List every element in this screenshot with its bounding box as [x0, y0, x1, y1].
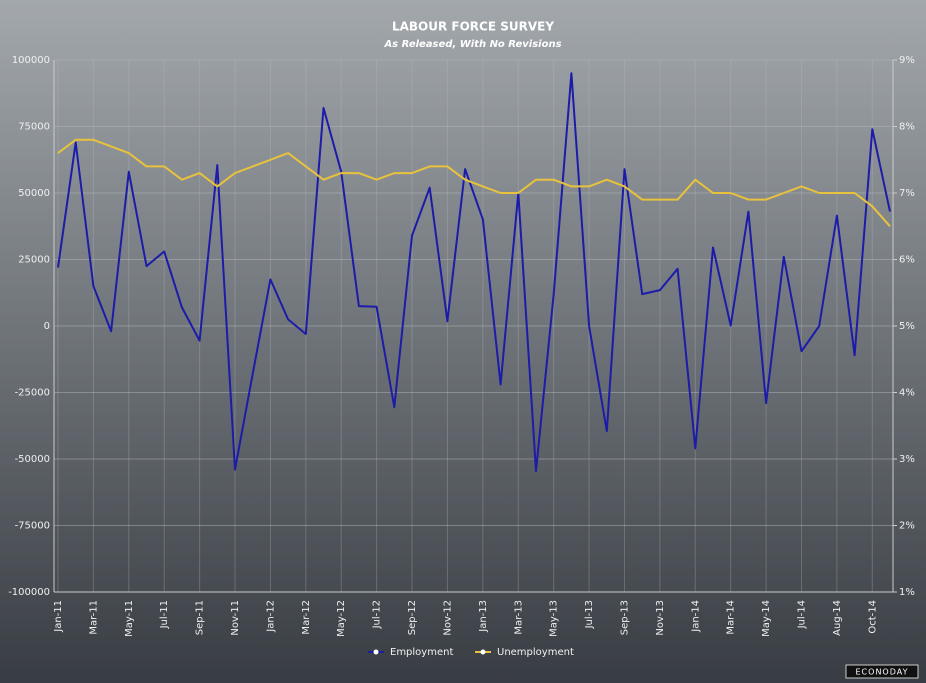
y2-tick-label: 9%: [899, 55, 915, 66]
x-tick-label: May-12: [336, 600, 347, 637]
watermark-box: [845, 664, 919, 679]
y-tick-label: 75000: [18, 122, 50, 133]
legend-label: Unemployment: [497, 647, 574, 658]
y-tick-label: 0: [44, 321, 50, 332]
watermark: ECONODAY: [856, 668, 909, 677]
chart-title: LABOUR FORCE SURVEY: [392, 20, 554, 34]
x-tick-label: Jan-12: [265, 600, 276, 633]
x-tick-label: Jan-11: [53, 600, 64, 633]
legend-item: Unemployment: [475, 647, 574, 658]
y2-tick-label: 1%: [899, 587, 915, 598]
legend-dot: [480, 649, 486, 655]
y-tick-label: -100000: [8, 587, 50, 598]
x-tick-label: Jul-11: [159, 600, 170, 629]
y-tick-label: 50000: [18, 188, 50, 199]
chart-subtitle: As Released, With No Revisions: [383, 39, 561, 50]
legend-label: Employment: [390, 647, 453, 658]
x-tick-label: Mar-12: [301, 600, 312, 635]
y2-tick-label: 5%: [899, 321, 915, 332]
y2-tick-label: 7%: [899, 188, 915, 199]
x-tick-label: May-13: [549, 600, 560, 637]
x-tick-label: Jul-13: [584, 600, 595, 629]
legend-dot: [373, 649, 379, 655]
x-tick-label: Nov-11: [230, 600, 241, 636]
y2-tick-label: 8%: [899, 122, 915, 133]
x-tick-label: May-11: [124, 600, 135, 637]
x-tick-label: Nov-13: [655, 600, 666, 636]
x-tick-label: Jul-14: [796, 600, 807, 629]
x-tick-label: Mar-13: [513, 600, 524, 635]
y-tick-label: 100000: [12, 55, 50, 66]
y-tick-label: -50000: [15, 454, 50, 465]
y2-tick-label: 2%: [899, 521, 915, 532]
y-tick-label: -75000: [15, 521, 50, 532]
x-tick-label: Jan-13: [478, 600, 489, 633]
x-tick-label: May-14: [761, 600, 772, 637]
y2-tick-label: 6%: [899, 255, 915, 266]
legend-item: Employment: [368, 647, 453, 658]
y-tick-label: 25000: [18, 255, 50, 266]
x-tick-label: Sep-13: [619, 600, 630, 635]
y2-tick-label: 3%: [899, 454, 915, 465]
x-tick-label: Nov-12: [442, 600, 453, 636]
series-line: [57, 138, 891, 227]
y2-tick-label: 4%: [899, 388, 915, 399]
x-tick-label: Sep-11: [195, 600, 206, 635]
x-tick-label: Sep-12: [407, 600, 418, 635]
x-tick-label: Jul-12: [372, 600, 383, 629]
y-tick-label: -25000: [15, 388, 50, 399]
x-tick-label: Aug-14: [832, 600, 843, 636]
series-line: [57, 72, 891, 472]
x-tick-label: Oct-14: [867, 600, 878, 634]
x-tick-label: Mar-11: [88, 600, 99, 635]
x-tick-label: Mar-14: [726, 600, 737, 635]
x-tick-label: Jan-14: [690, 600, 701, 633]
